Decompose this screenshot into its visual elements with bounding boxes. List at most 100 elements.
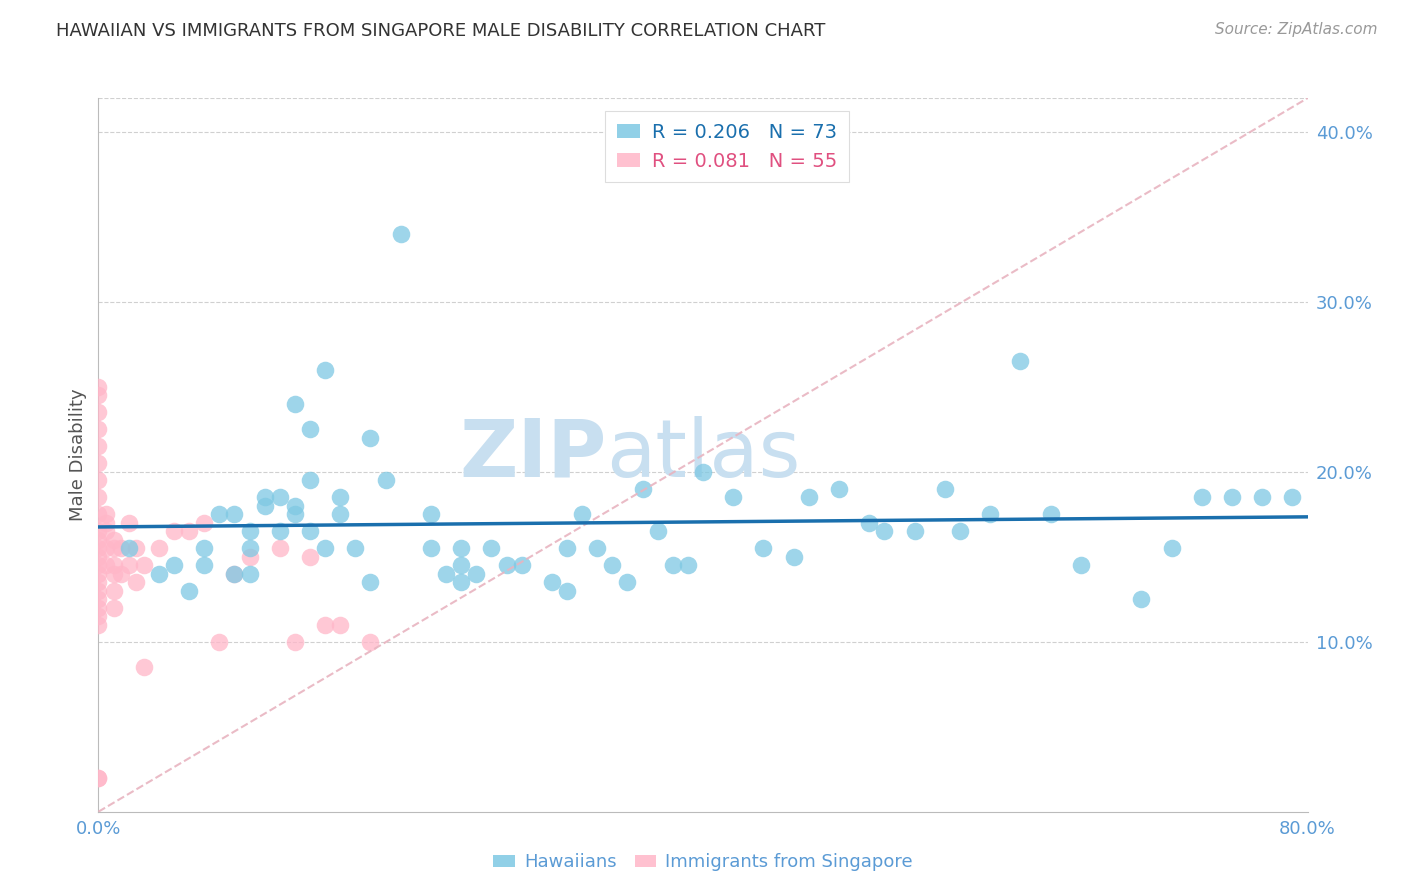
Text: Source: ZipAtlas.com: Source: ZipAtlas.com	[1215, 22, 1378, 37]
Point	[1039, 508, 1062, 522]
Legend: Hawaiians, Immigrants from Singapore: Hawaiians, Immigrants from Singapore	[486, 847, 920, 879]
Point	[239, 524, 262, 539]
Point	[269, 491, 291, 505]
Point	[87, 457, 110, 471]
Point	[314, 541, 336, 556]
Point	[269, 524, 291, 539]
Point	[450, 541, 472, 556]
Point	[299, 474, 322, 488]
Point	[374, 474, 396, 488]
Point	[103, 566, 125, 581]
Text: ZIP: ZIP	[458, 416, 606, 494]
Point	[797, 491, 820, 505]
Point	[662, 558, 685, 573]
Point	[571, 508, 593, 522]
Point	[132, 558, 155, 573]
Point	[828, 482, 851, 496]
Point	[118, 541, 141, 556]
Point	[87, 474, 110, 488]
Point	[284, 635, 307, 649]
Point	[87, 380, 110, 394]
Point	[1281, 491, 1303, 505]
Point	[465, 566, 488, 581]
Point	[193, 541, 215, 556]
Point	[904, 524, 927, 539]
Point	[239, 549, 262, 564]
Point	[949, 524, 972, 539]
Point	[193, 516, 215, 530]
Point	[616, 575, 638, 590]
Point	[450, 575, 472, 590]
Point	[602, 558, 624, 573]
Point	[540, 575, 562, 590]
Point	[510, 558, 533, 573]
Legend: R = 0.206   N = 73, R = 0.081   N = 55: R = 0.206 N = 73, R = 0.081 N = 55	[606, 112, 849, 183]
Point	[555, 541, 578, 556]
Point	[481, 541, 503, 556]
Point	[647, 524, 669, 539]
Point	[87, 524, 110, 539]
Point	[87, 422, 110, 436]
Point	[420, 541, 443, 556]
Point	[208, 508, 231, 522]
Y-axis label: Male Disability: Male Disability	[69, 389, 87, 521]
Point	[752, 541, 775, 556]
Point	[299, 549, 322, 564]
Point	[299, 524, 322, 539]
Point	[314, 363, 336, 377]
Point	[87, 771, 110, 785]
Point	[94, 524, 117, 539]
Point	[224, 566, 246, 581]
Point	[87, 405, 110, 419]
Point	[125, 575, 148, 590]
Point	[163, 558, 186, 573]
Point	[118, 516, 141, 530]
Point	[344, 541, 367, 556]
Point	[87, 600, 110, 615]
Point	[87, 617, 110, 632]
Point	[979, 508, 1001, 522]
Point	[1220, 491, 1243, 505]
Point	[103, 533, 125, 547]
Point	[110, 541, 132, 556]
Point	[179, 524, 201, 539]
Point	[87, 771, 110, 785]
Point	[148, 541, 170, 556]
Point	[1010, 354, 1032, 368]
Point	[118, 558, 141, 573]
Point	[253, 491, 276, 505]
Point	[692, 465, 714, 479]
Point	[389, 227, 412, 241]
Point	[360, 635, 382, 649]
Point	[1191, 491, 1213, 505]
Point	[103, 600, 125, 615]
Point	[1160, 541, 1182, 556]
Point	[329, 617, 352, 632]
Point	[873, 524, 896, 539]
Point	[329, 508, 352, 522]
Point	[87, 575, 110, 590]
Point	[87, 388, 110, 402]
Point	[495, 558, 517, 573]
Point	[110, 566, 132, 581]
Point	[450, 558, 472, 573]
Point	[239, 541, 262, 556]
Point	[299, 422, 322, 436]
Point	[87, 583, 110, 598]
Point	[87, 508, 110, 522]
Point	[934, 482, 956, 496]
Point	[676, 558, 699, 573]
Point	[87, 491, 110, 505]
Point	[1251, 491, 1274, 505]
Point	[284, 499, 307, 513]
Point	[224, 566, 246, 581]
Point	[360, 431, 382, 445]
Point	[103, 541, 125, 556]
Point	[87, 549, 110, 564]
Point	[94, 516, 117, 530]
Text: atlas: atlas	[606, 416, 800, 494]
Point	[314, 617, 336, 632]
Point	[284, 508, 307, 522]
Point	[208, 635, 231, 649]
Point	[87, 533, 110, 547]
